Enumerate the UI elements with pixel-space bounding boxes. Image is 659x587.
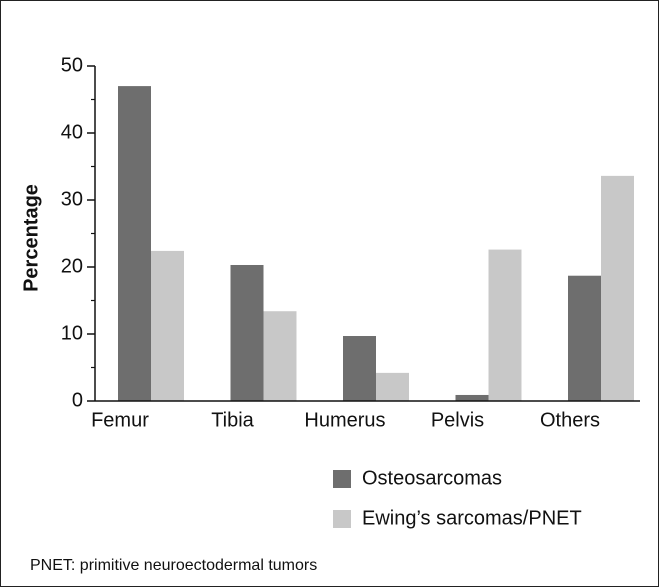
bar bbox=[568, 275, 601, 401]
bar bbox=[376, 372, 409, 401]
bar bbox=[455, 394, 489, 401]
y-axis-label: Percentage bbox=[20, 184, 42, 292]
bar bbox=[118, 86, 151, 401]
bar bbox=[343, 336, 376, 401]
bar bbox=[488, 249, 522, 401]
y-tick-label: 30 bbox=[61, 188, 83, 210]
x-tick-label: Tibia bbox=[211, 409, 254, 431]
y-tick-label: 0 bbox=[72, 389, 83, 411]
legend-swatch bbox=[333, 470, 351, 488]
x-tick-label: Pelvis bbox=[431, 409, 484, 431]
y-tick-label: 50 bbox=[61, 54, 83, 76]
y-tick-label: 40 bbox=[61, 121, 83, 143]
x-tick-label: Others bbox=[540, 409, 600, 431]
legend-label: Osteosarcomas bbox=[362, 467, 502, 489]
legend-label: Ewing’s sarcomas/PNET bbox=[362, 507, 582, 529]
bar bbox=[230, 264, 264, 401]
legend-swatch bbox=[333, 510, 351, 528]
footnote: PNET: primitive neuroectodermal tumors bbox=[30, 557, 317, 574]
bar bbox=[263, 311, 297, 401]
bar bbox=[601, 175, 634, 401]
bar bbox=[151, 250, 184, 401]
x-tick-label: Femur bbox=[91, 409, 149, 431]
y-tick-label: 20 bbox=[61, 255, 83, 277]
y-tick-label: 10 bbox=[61, 322, 83, 344]
x-tick-label: Humerus bbox=[304, 409, 385, 431]
